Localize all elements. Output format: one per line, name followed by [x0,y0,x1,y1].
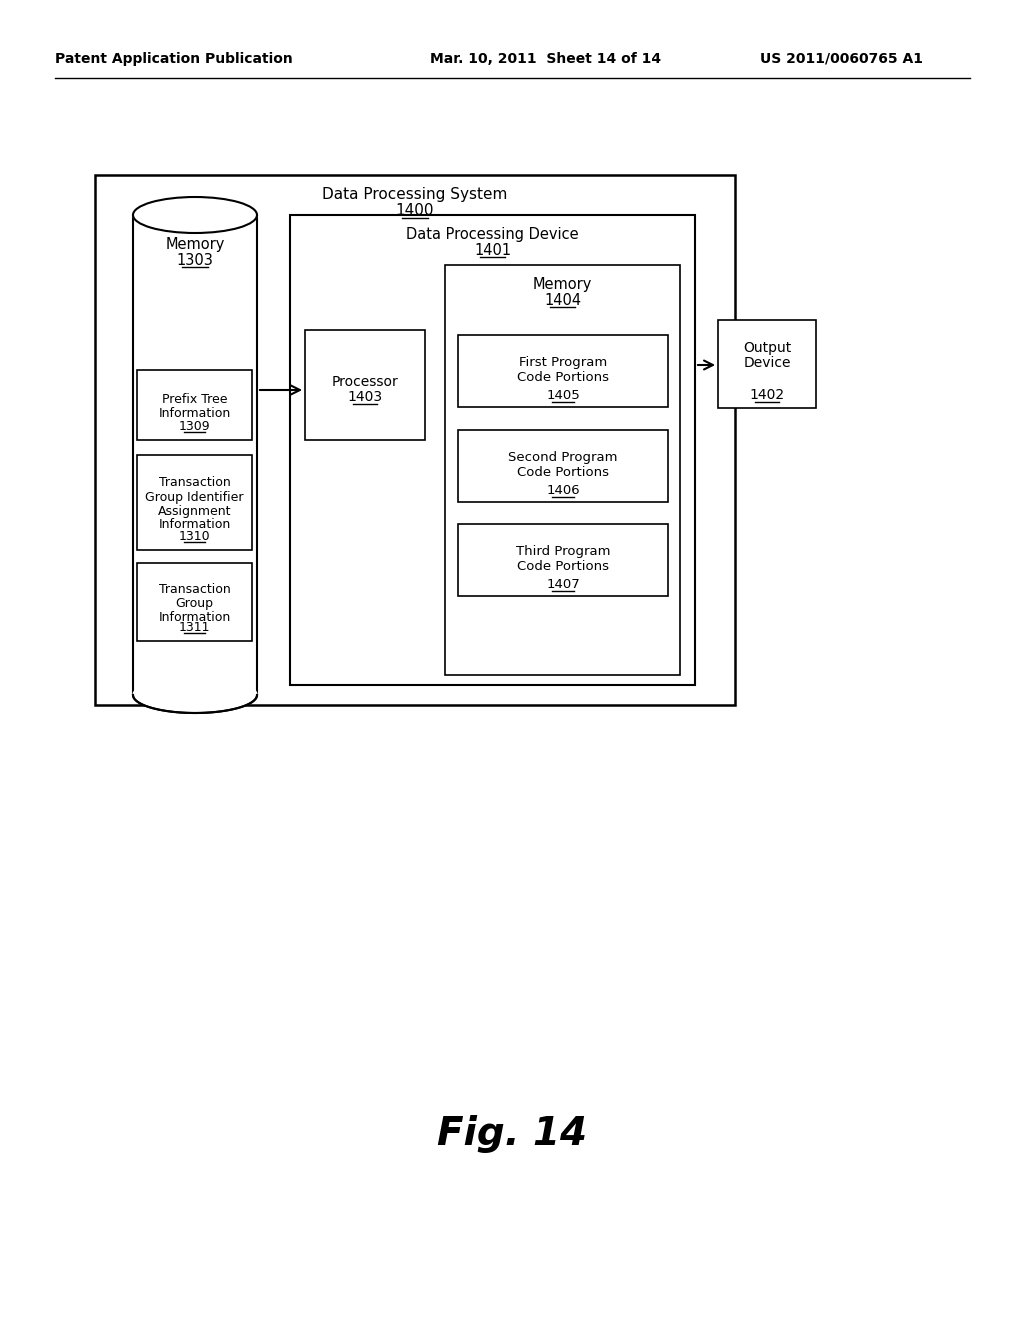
Bar [133,215,257,696]
Text: Code Portions: Code Portions [517,466,609,479]
Bar [137,455,252,550]
Text: Patent Application Publication: Patent Application Publication [55,51,293,66]
Text: Output: Output [742,341,792,355]
Text: Second Program: Second Program [508,451,617,465]
Bar [137,370,252,440]
Text: 1402: 1402 [750,388,784,403]
Ellipse shape [133,677,257,713]
Text: Memory: Memory [165,238,224,252]
Bar [137,564,252,642]
Text: Memory: Memory [532,277,592,292]
Text: Information: Information [159,611,230,624]
Text: Mar. 10, 2011  Sheet 14 of 14: Mar. 10, 2011 Sheet 14 of 14 [430,51,662,66]
Text: Prefix Tree: Prefix Tree [162,393,227,407]
Text: Group: Group [175,597,213,610]
Text: 1311: 1311 [179,620,210,634]
Ellipse shape [133,197,257,234]
Text: 1310: 1310 [178,531,210,543]
Text: 1406: 1406 [546,484,580,498]
Text: First Program: First Program [519,356,607,370]
Text: Transaction: Transaction [159,477,230,490]
Text: Transaction: Transaction [159,583,230,597]
Text: Third Program: Third Program [516,545,610,558]
Bar [290,215,695,685]
Bar [458,524,668,597]
Bar [458,430,668,502]
Text: 1401: 1401 [474,243,511,257]
Text: Data Processing Device: Data Processing Device [407,227,579,242]
Text: 1407: 1407 [546,578,580,591]
Text: 1403: 1403 [347,389,383,404]
Text: Code Portions: Code Portions [517,560,609,573]
Text: Information: Information [159,407,230,420]
Text: Group Identifier: Group Identifier [145,491,244,503]
Text: Device: Device [743,356,791,370]
Text: US 2011/0060765 A1: US 2011/0060765 A1 [760,51,923,66]
Text: 1405: 1405 [546,389,580,403]
Text: Assignment: Assignment [158,504,231,517]
Bar [718,319,816,408]
Bar [458,335,668,407]
Text: 1400: 1400 [395,203,434,218]
Text: Information: Information [159,519,230,532]
Text: 1404: 1404 [544,293,581,308]
Text: 1309: 1309 [178,420,210,433]
Text: 1303: 1303 [176,253,213,268]
Bar [445,265,680,675]
Bar [95,176,735,705]
Text: Code Portions: Code Portions [517,371,609,384]
Text: Data Processing System: Data Processing System [323,187,508,202]
Text: Fig. 14: Fig. 14 [437,1115,587,1152]
Text: Processor: Processor [332,375,398,389]
Bar [305,330,425,440]
